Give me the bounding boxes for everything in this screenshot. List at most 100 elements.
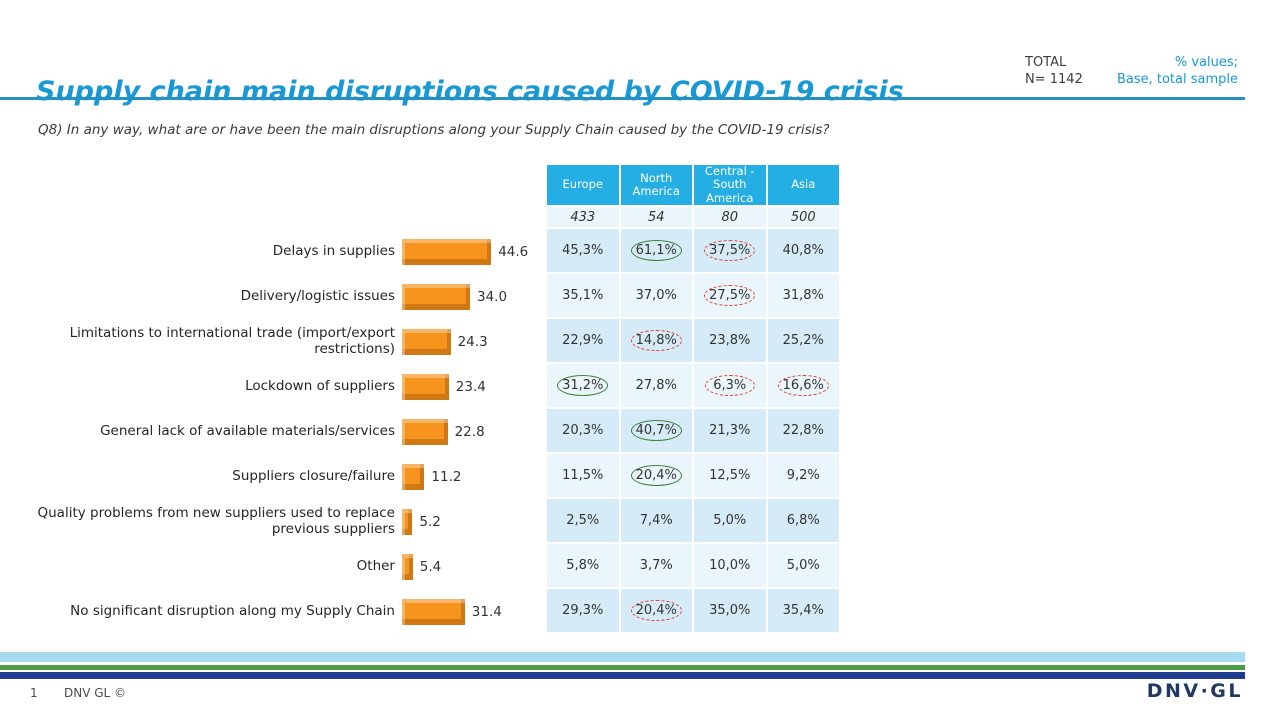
category-label: Delays in supplies bbox=[272, 242, 395, 259]
value-cell: 12,5% bbox=[694, 454, 766, 497]
value-cell: 37,0% bbox=[620, 274, 692, 317]
values-note-line1: % values; bbox=[1174, 55, 1238, 70]
value-cell: 21,3% bbox=[694, 409, 766, 452]
page-number: 1 bbox=[30, 686, 38, 700]
category-label: Delivery/logistic issues bbox=[240, 287, 395, 304]
footer-brand: DNV GL © bbox=[64, 686, 127, 700]
table-row: 2,5% 7,4% 5,0% 6,8% bbox=[547, 499, 839, 542]
value-cell: 61,1% bbox=[620, 229, 692, 272]
column-header: Central - South America bbox=[694, 165, 766, 205]
category-label: General lack of available materials/serv… bbox=[100, 422, 395, 439]
bar bbox=[402, 553, 413, 580]
category-label: Quality problems from new suppliers used… bbox=[37, 504, 395, 537]
chart-row: Delays in supplies 44.6 bbox=[30, 229, 545, 274]
bar-value-label: 34.0 bbox=[477, 288, 508, 305]
value-cell: 31,8% bbox=[767, 274, 839, 317]
base-n-cell: 54 bbox=[620, 207, 692, 227]
value-cell: 10,0% bbox=[694, 544, 766, 587]
table-row: 11,5% 20,4% 12,5% 9,2% bbox=[547, 454, 839, 497]
value-cell: 9,2% bbox=[767, 454, 839, 497]
value-cell: 35,1% bbox=[547, 274, 619, 317]
bar-value-label: 5.4 bbox=[419, 558, 442, 575]
value-cell: 5,0% bbox=[767, 544, 839, 587]
category-label: Limitations to international trade (impo… bbox=[69, 324, 395, 357]
highlight-ellipse-green: 40,7% bbox=[630, 420, 682, 441]
bar-value-label: 31.4 bbox=[471, 603, 502, 620]
table-row: 22,9% 14,8% 23,8% 25,2% bbox=[547, 319, 839, 362]
highlight-ellipse-green: 20,4% bbox=[630, 465, 682, 486]
column-header: North America bbox=[620, 165, 692, 205]
table-header-row: Europe North America Central - South Ameri… bbox=[547, 165, 839, 205]
highlight-ellipse-red: 14,8% bbox=[630, 330, 682, 351]
value-cell: 5,0% bbox=[694, 499, 766, 542]
value-cell: 20,4% bbox=[620, 454, 692, 497]
category-label: Suppliers closure/failure bbox=[232, 467, 395, 484]
base-n-cell: 500 bbox=[767, 207, 839, 227]
bar bbox=[402, 328, 451, 355]
value-cell: 27,8% bbox=[620, 364, 692, 407]
value-cell: 3,7% bbox=[620, 544, 692, 587]
highlight-ellipse-red: 20,4% bbox=[630, 600, 682, 621]
value-cell: 37,5% bbox=[694, 229, 766, 272]
base-n-cell: 80 bbox=[694, 207, 766, 227]
value-cell: 6,8% bbox=[767, 499, 839, 542]
value-cell: 22,9% bbox=[547, 319, 619, 362]
highlight-ellipse-red: 37,5% bbox=[704, 240, 756, 261]
highlight-ellipse-red: 16,6% bbox=[777, 375, 829, 396]
table-row: 35,1% 37,0% 27,5% 31,8% bbox=[547, 274, 839, 317]
page-title: Supply chain main disruptions caused by … bbox=[36, 76, 904, 108]
values-note: % values; Base, total sample bbox=[1117, 54, 1238, 88]
question-text: Q8) In any way, what are or have been th… bbox=[38, 121, 830, 138]
category-label: Other bbox=[356, 557, 395, 574]
value-cell: 35,4% bbox=[767, 589, 839, 632]
value-cell: 35,0% bbox=[694, 589, 766, 632]
category-label: Lockdown of suppliers bbox=[245, 377, 395, 394]
bar bbox=[402, 598, 465, 625]
value-cell: 40,8% bbox=[767, 229, 839, 272]
value-cell: 20,3% bbox=[547, 409, 619, 452]
value-cell: 20,4% bbox=[620, 589, 692, 632]
table-row: 5,8% 3,7% 10,0% 5,0% bbox=[547, 544, 839, 587]
bar bbox=[402, 238, 492, 265]
table-row: 20,3% 40,7% 21,3% 22,8% bbox=[547, 409, 839, 452]
footer-stripe-navy bbox=[0, 672, 1245, 679]
value-cell: 14,8% bbox=[620, 319, 692, 362]
value-cell: 22,8% bbox=[767, 409, 839, 452]
column-header: Europe bbox=[547, 165, 619, 205]
value-cell: 5,8% bbox=[547, 544, 619, 587]
bar-value-label: 24.3 bbox=[457, 333, 488, 350]
bar-chart: Delays in supplies 44.6 Delivery/logistic … bbox=[30, 229, 545, 634]
value-cell: 2,5% bbox=[547, 499, 619, 542]
footer-stripe-lightblue bbox=[0, 652, 1245, 662]
bar-value-label: 22.8 bbox=[454, 423, 485, 440]
value-cell: 7,4% bbox=[620, 499, 692, 542]
bar-value-label: 44.6 bbox=[498, 243, 529, 260]
highlight-ellipse-red: 6,3% bbox=[704, 375, 755, 396]
value-cell: 45,3% bbox=[547, 229, 619, 272]
table-row: 29,3% 20,4% 35,0% 35,4% bbox=[547, 589, 839, 632]
chart-row: Delivery/logistic issues 34.0 bbox=[30, 274, 545, 319]
chart-row: Lockdown of suppliers 23.4 bbox=[30, 364, 545, 409]
bar bbox=[402, 463, 425, 490]
title-rule bbox=[0, 97, 1245, 100]
value-cell: 25,2% bbox=[767, 319, 839, 362]
value-cell: 31,2% bbox=[547, 364, 619, 407]
value-cell: 27,5% bbox=[694, 274, 766, 317]
chart-row: No significant disruption along my Suppl… bbox=[30, 589, 545, 634]
values-note-line2: Base, total sample bbox=[1116, 72, 1238, 88]
bar bbox=[402, 508, 413, 535]
value-cell: 29,3% bbox=[547, 589, 619, 632]
bar-value-label: 5.2 bbox=[419, 513, 441, 530]
value-cell: 16,6% bbox=[767, 364, 839, 407]
dnv-gl-logo: DNV·GL bbox=[1146, 680, 1243, 702]
bar bbox=[402, 373, 449, 400]
value-cell: 6,3% bbox=[694, 364, 766, 407]
chart-row: Other 5.4 bbox=[30, 544, 545, 589]
chart-row: Quality problems from new suppliers used… bbox=[30, 499, 545, 544]
total-sample-block: TOTAL N= 1142 bbox=[1025, 54, 1083, 88]
total-label: TOTAL bbox=[1025, 55, 1067, 70]
category-label: No significant disruption along my Suppl… bbox=[70, 602, 395, 619]
base-n-cell: 433 bbox=[547, 207, 619, 227]
chart-row: Suppliers closure/failure 11.2 bbox=[30, 454, 545, 499]
